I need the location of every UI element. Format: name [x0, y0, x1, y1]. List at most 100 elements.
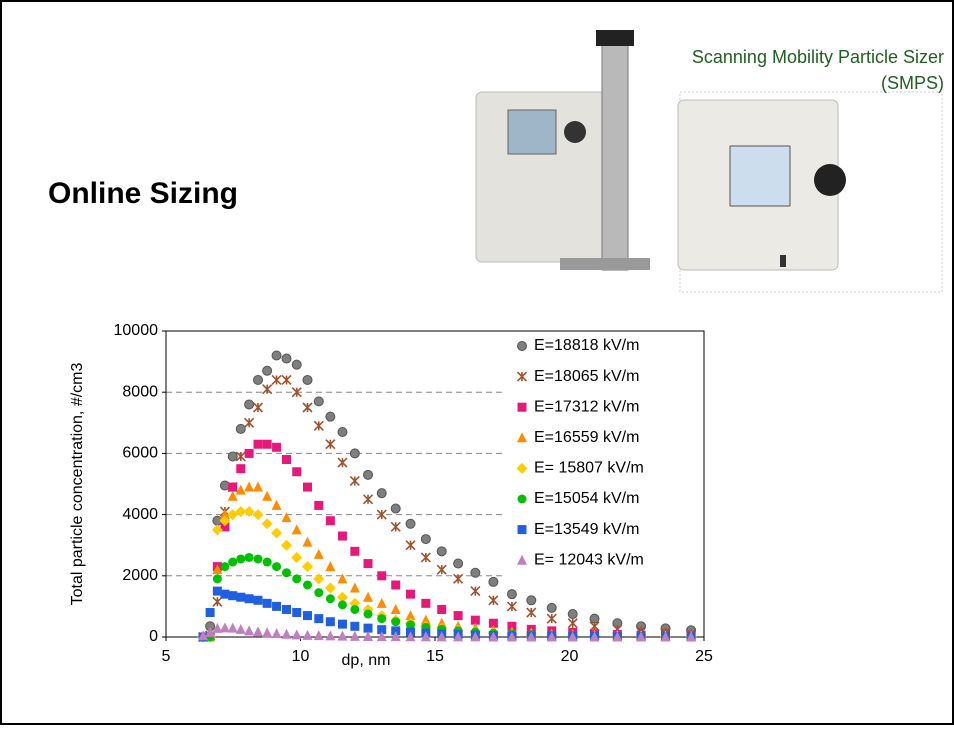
point [227, 490, 238, 501]
point [281, 374, 292, 386]
point [436, 546, 447, 557]
point [526, 607, 537, 618]
point [567, 618, 578, 629]
point [252, 402, 264, 413]
point [235, 506, 247, 518]
point [291, 524, 302, 535]
point [211, 524, 223, 536]
point [349, 582, 360, 593]
point [337, 531, 347, 541]
point [363, 469, 374, 480]
y-axis-label: Total particle concentration, #/cm3 [69, 363, 86, 606]
legend-marker [517, 494, 527, 504]
point [314, 614, 324, 624]
point [313, 396, 324, 407]
point [420, 534, 431, 545]
point [436, 564, 447, 575]
point [272, 562, 282, 572]
legend-marker [517, 432, 527, 443]
x-axis-label: dp, nm [342, 652, 391, 669]
point [325, 561, 336, 572]
point [227, 509, 239, 521]
point [228, 482, 238, 492]
point [589, 621, 600, 632]
point [363, 623, 373, 633]
point [252, 374, 263, 385]
point [302, 374, 313, 385]
legend-marker [516, 371, 528, 382]
y-tick-label: 10000 [114, 322, 159, 339]
slide-title: Online Sizing [48, 177, 238, 210]
point [350, 604, 360, 614]
point [437, 604, 447, 614]
point [506, 601, 517, 612]
point [363, 609, 373, 619]
point [228, 591, 238, 601]
point [612, 631, 623, 642]
point [350, 546, 360, 556]
point [376, 509, 387, 520]
y-tick-label: 8000 [122, 383, 158, 400]
point [349, 448, 360, 459]
point [313, 548, 324, 559]
legend-marker [517, 341, 527, 351]
point [436, 617, 447, 628]
point [406, 589, 416, 599]
point [282, 604, 292, 614]
point [243, 506, 255, 518]
caption-line: Scanning Mobility Particle Sizer [692, 47, 944, 67]
point [453, 573, 464, 584]
point [236, 554, 246, 564]
point [420, 614, 431, 625]
legend-label: E=13549 kV/m [534, 521, 639, 538]
point [292, 467, 302, 477]
point [406, 620, 416, 630]
point [405, 518, 416, 529]
point [212, 622, 223, 633]
point [349, 630, 360, 641]
point [337, 426, 348, 437]
point [220, 589, 230, 599]
point [470, 567, 481, 578]
point [261, 518, 273, 530]
point [391, 626, 401, 636]
point [220, 562, 230, 572]
point [235, 623, 246, 634]
point [272, 442, 282, 452]
point [506, 589, 517, 600]
point [314, 588, 324, 598]
point [390, 631, 401, 642]
point [363, 559, 373, 569]
point [252, 481, 263, 492]
legend-label: E=18065 kV/m [534, 368, 639, 385]
point [244, 417, 255, 428]
x-tick-label: 25 [695, 648, 713, 665]
point [506, 631, 517, 642]
legend-label: E=17312 kV/m [534, 398, 639, 415]
x-tick-label: 10 [292, 648, 310, 665]
point [262, 365, 273, 376]
point [546, 631, 557, 642]
point [362, 494, 374, 505]
point [363, 630, 374, 641]
point [291, 629, 302, 640]
chart: 0 2000 4000 6000 8000 10000 5 10 15 20 25 dp, nm Tot… [69, 322, 713, 669]
point [325, 630, 336, 641]
point [262, 598, 272, 608]
point [291, 359, 302, 370]
point [253, 595, 263, 605]
point [244, 552, 254, 562]
legend-marker [517, 402, 527, 412]
point [205, 608, 215, 618]
point [336, 591, 348, 603]
point [281, 512, 292, 523]
point [262, 627, 273, 638]
point [488, 576, 499, 587]
point [390, 603, 401, 614]
point [589, 631, 600, 642]
point [546, 613, 557, 624]
point [281, 628, 292, 639]
point [453, 558, 464, 569]
point [567, 631, 578, 642]
